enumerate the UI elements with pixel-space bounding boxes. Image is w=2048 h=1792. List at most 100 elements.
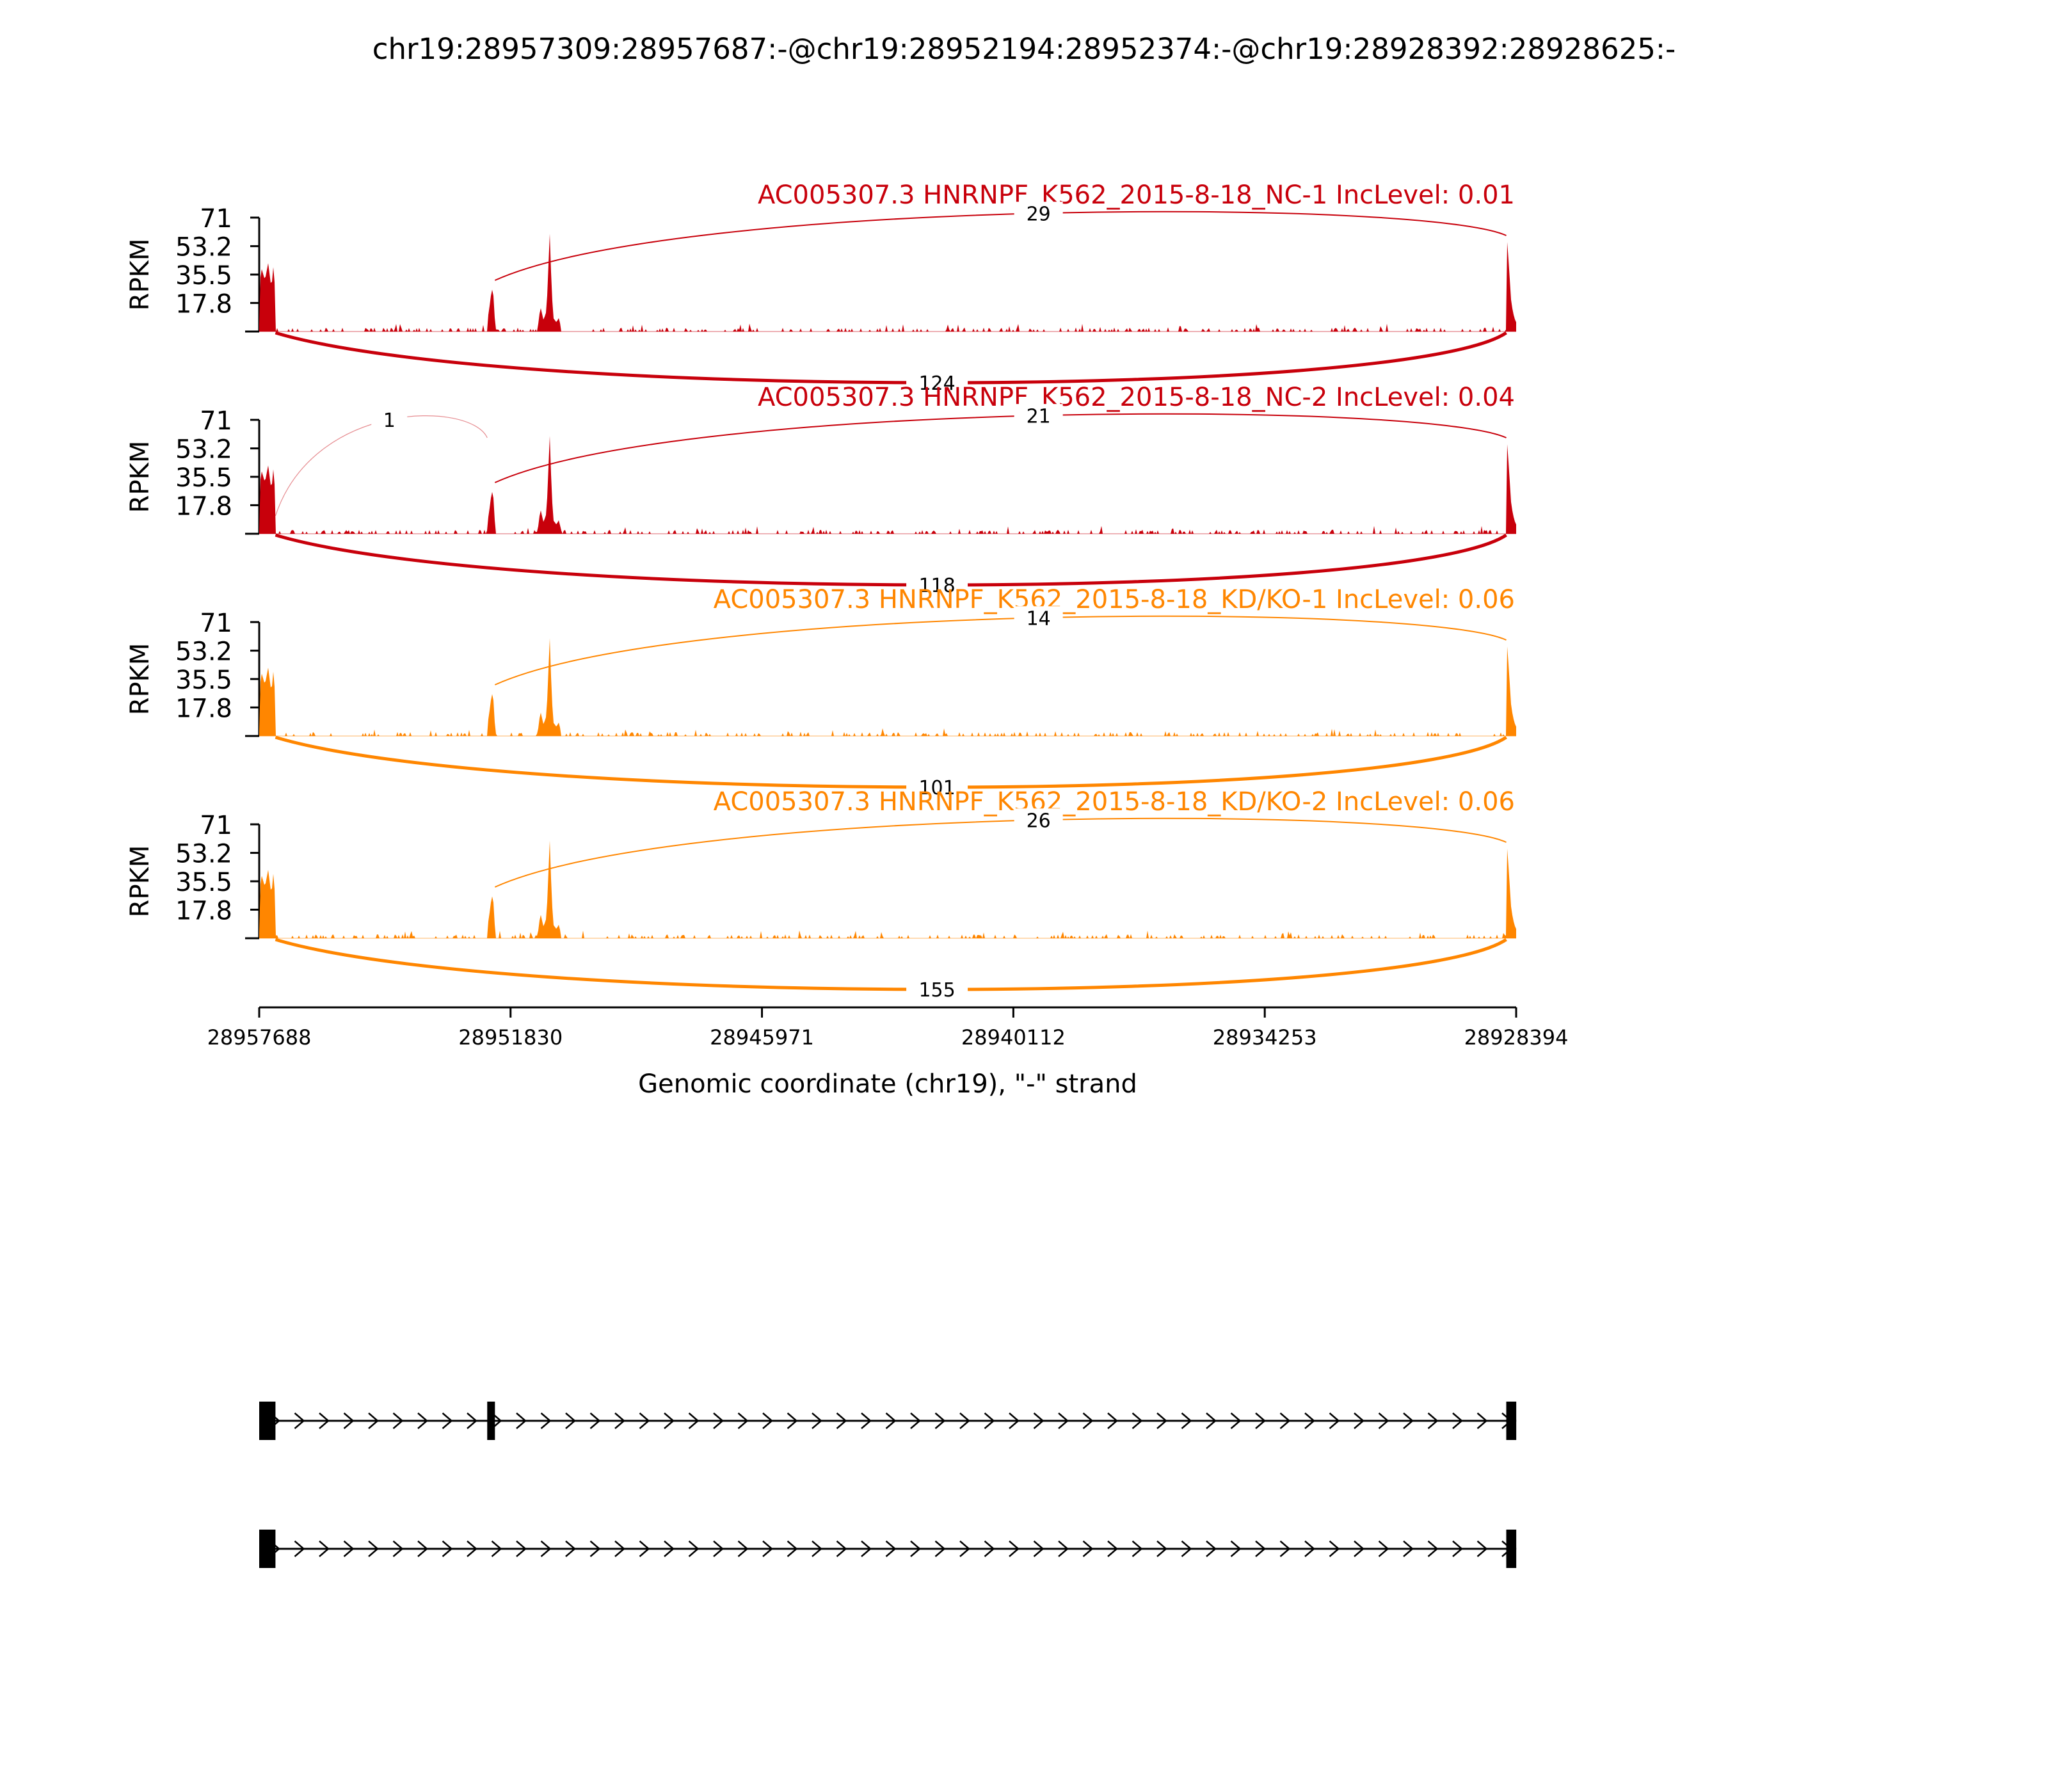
strand-arrow bbox=[1033, 1412, 1044, 1429]
strand-arrow bbox=[294, 1412, 305, 1429]
strand-arrow bbox=[934, 1412, 946, 1429]
strand-arrow bbox=[417, 1412, 428, 1429]
strand-arrow bbox=[343, 1540, 355, 1557]
strand-arrow bbox=[885, 1540, 897, 1557]
junction-count-bg bbox=[906, 371, 968, 393]
y-tick-label: 35.5 bbox=[175, 261, 232, 291]
junction-arc bbox=[275, 533, 1507, 587]
strand-arrow bbox=[1452, 1412, 1463, 1429]
x-tick-label: 28957688 bbox=[207, 1025, 312, 1050]
junction-count: 14 bbox=[1027, 607, 1051, 630]
strand-arrow bbox=[1476, 1540, 1488, 1557]
junction-count: 21 bbox=[1027, 405, 1051, 428]
strand-arrow bbox=[812, 1540, 822, 1557]
y-axis-label: RPKM bbox=[125, 643, 155, 716]
strand-arrow bbox=[1304, 1540, 1315, 1557]
junction-arc bbox=[494, 211, 1507, 281]
strand-arrow bbox=[565, 1540, 576, 1557]
exon-block bbox=[1506, 1530, 1517, 1568]
strand-arrow bbox=[589, 1540, 601, 1557]
strand-arrow bbox=[737, 1412, 749, 1429]
strand-arrow bbox=[959, 1540, 970, 1557]
strand-arrow bbox=[1403, 1540, 1414, 1557]
x-tick-label: 28940112 bbox=[961, 1025, 1066, 1050]
y-tick-label: 53.2 bbox=[175, 435, 232, 465]
y-axis-label: RPKM bbox=[125, 441, 155, 513]
junction-count-bg bbox=[906, 776, 968, 797]
strand-arrow bbox=[688, 1540, 700, 1557]
strand-arrow bbox=[368, 1540, 379, 1557]
coverage-area bbox=[259, 840, 1516, 938]
strand-arrow bbox=[417, 1540, 428, 1557]
strand-arrow bbox=[1132, 1412, 1143, 1429]
strand-arrow bbox=[762, 1412, 773, 1429]
x-tick-label: 28945971 bbox=[710, 1025, 814, 1050]
exon-block bbox=[259, 1530, 276, 1568]
y-tick-label: 71 bbox=[200, 811, 232, 840]
x-tick-label: 28928394 bbox=[1464, 1025, 1569, 1050]
y-tick-label: 71 bbox=[200, 406, 232, 436]
figure-title: chr19:28957309:28957687:-@chr19:28952194… bbox=[372, 32, 1676, 66]
strand-arrow bbox=[1255, 1540, 1266, 1557]
strand-arrow bbox=[713, 1540, 724, 1557]
x-axis: 28957688 28951830 28945971 28940112 28934253… bbox=[207, 1006, 1569, 1050]
strand-arrow bbox=[1378, 1412, 1389, 1429]
junction-count: 124 bbox=[918, 372, 955, 395]
exon-block bbox=[1506, 1402, 1517, 1440]
exon-block bbox=[487, 1402, 495, 1440]
strand-arrow bbox=[1107, 1540, 1118, 1557]
strand-arrow bbox=[836, 1412, 847, 1429]
strand-arrow bbox=[614, 1540, 625, 1557]
junction-count: 118 bbox=[918, 575, 955, 597]
isoform-1 bbox=[259, 1402, 1517, 1440]
junction-arc bbox=[494, 413, 1507, 483]
junction-count-bg bbox=[1014, 202, 1063, 224]
isoform-2 bbox=[259, 1530, 1517, 1568]
y-tick-label: 35.5 bbox=[175, 868, 232, 897]
strand-arrow bbox=[1033, 1540, 1044, 1557]
strand-arrow bbox=[1107, 1412, 1118, 1429]
strand-arrow bbox=[1329, 1540, 1340, 1557]
strand-arrow bbox=[319, 1540, 330, 1557]
strand-arrow bbox=[1279, 1412, 1291, 1429]
exon-block bbox=[259, 1402, 276, 1440]
strand-arrow bbox=[1058, 1412, 1069, 1429]
junction-arc bbox=[275, 331, 1507, 385]
coverage-area bbox=[259, 436, 1516, 534]
junction-count-bg bbox=[1014, 606, 1063, 628]
strand-arrow bbox=[787, 1412, 798, 1429]
strand-arrow bbox=[491, 1540, 502, 1557]
strand-arrow bbox=[467, 1540, 477, 1557]
strand-arrow bbox=[589, 1412, 601, 1429]
junction-count-bg bbox=[906, 573, 968, 595]
coverage-area bbox=[259, 638, 1516, 736]
strand-arrow bbox=[664, 1540, 675, 1557]
track-label: AC005307.3 HNRNPF_K562_2015-8-18_KD/KO-2… bbox=[714, 787, 1515, 817]
strand-arrow bbox=[319, 1412, 330, 1429]
junction-count-bg bbox=[371, 408, 408, 430]
strand-arrow bbox=[1082, 1540, 1094, 1557]
strand-arrow bbox=[1354, 1412, 1364, 1429]
y-tick-label: 17.8 bbox=[175, 896, 232, 925]
strand-arrow bbox=[540, 1540, 552, 1557]
strand-arrow bbox=[1476, 1412, 1488, 1429]
strand-arrow bbox=[762, 1540, 773, 1557]
strand-arrow bbox=[368, 1412, 379, 1429]
track-label: AC005307.3 HNRNPF_K562_2015-8-18_NC-1 In… bbox=[758, 180, 1515, 210]
strand-arrow bbox=[934, 1540, 946, 1557]
strand-arrow bbox=[1452, 1540, 1463, 1557]
y-tick-label: 35.5 bbox=[175, 463, 232, 493]
strand-arrow bbox=[885, 1412, 897, 1429]
junction-arc bbox=[494, 817, 1507, 888]
strand-arrow bbox=[442, 1412, 453, 1429]
strand-arrow bbox=[812, 1412, 822, 1429]
strand-arrow bbox=[1058, 1540, 1069, 1557]
strand-arrow bbox=[1255, 1412, 1266, 1429]
strand-arrow bbox=[639, 1412, 650, 1429]
strand-arrow bbox=[1378, 1540, 1389, 1557]
track-label: AC005307.3 HNRNPF_K562_2015-8-18_NC-2 In… bbox=[758, 383, 1515, 412]
strand-arrow bbox=[565, 1412, 576, 1429]
strand-arrow bbox=[1009, 1412, 1020, 1429]
